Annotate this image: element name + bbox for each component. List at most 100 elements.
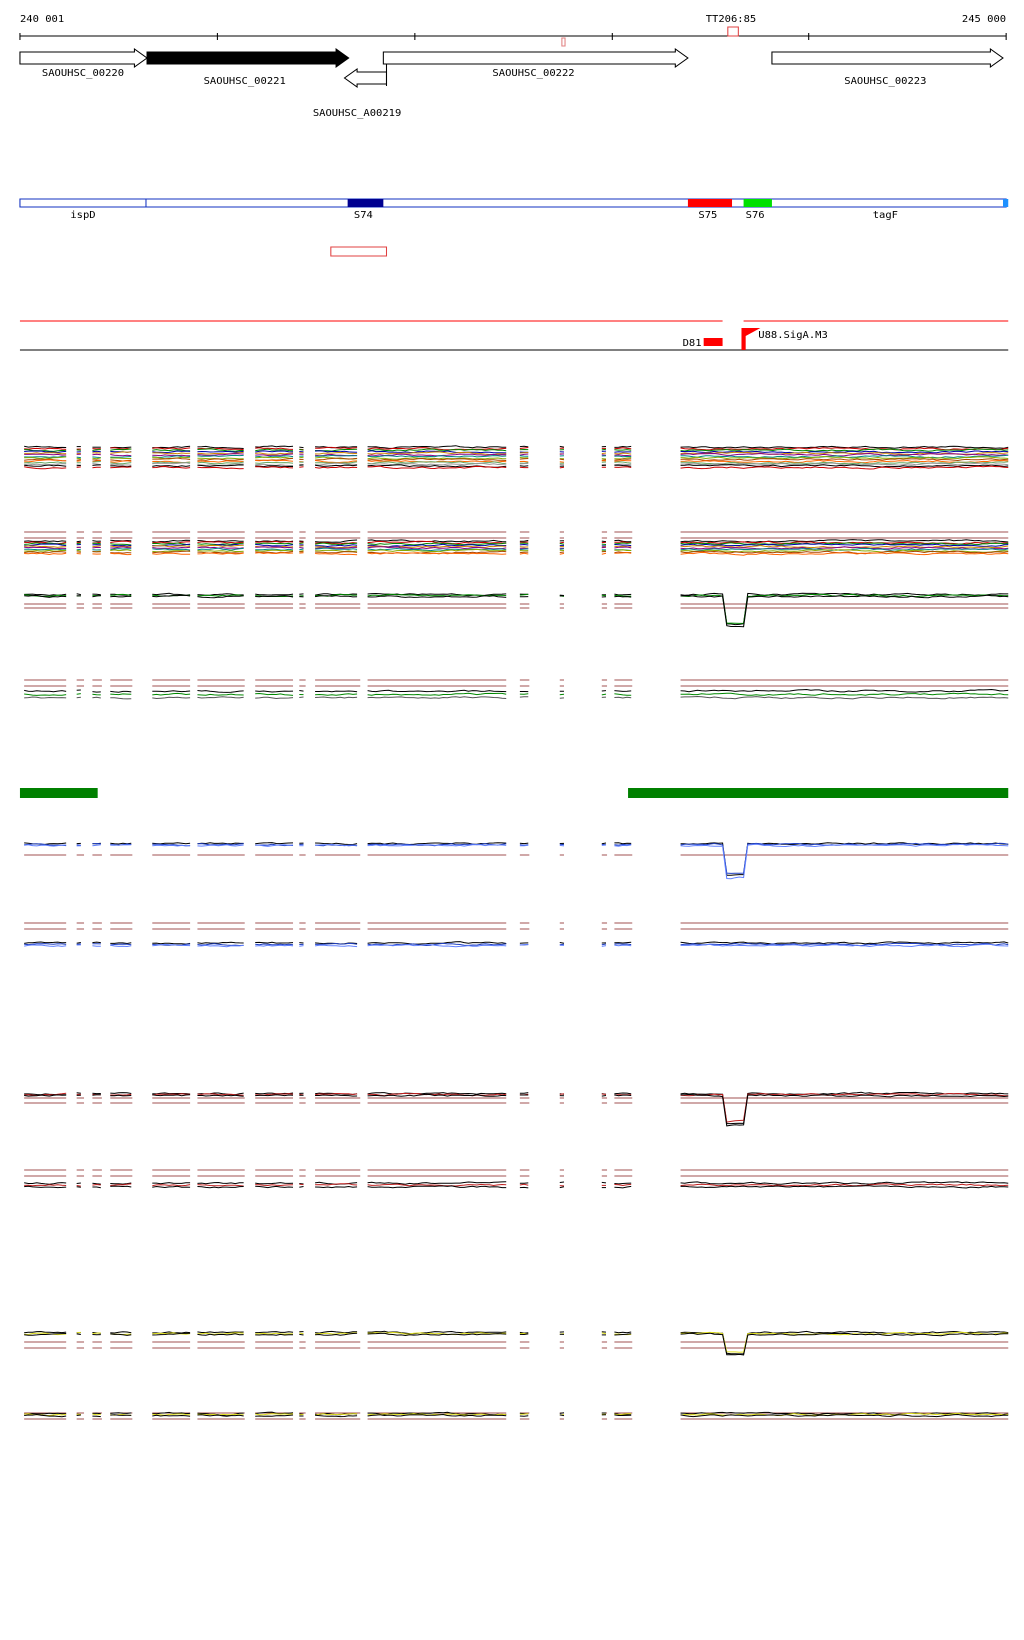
expression-line	[255, 453, 294, 457]
expression-line	[152, 844, 191, 847]
expression-line	[92, 540, 101, 542]
expression-line	[255, 463, 294, 466]
expression-line	[614, 464, 632, 467]
expression-line	[314, 944, 358, 948]
ruler-end: 245 000	[962, 13, 1006, 25]
expression-line	[92, 449, 101, 451]
expression-line	[519, 943, 529, 946]
expression-line	[24, 552, 67, 556]
expression-line	[110, 548, 132, 551]
expression-line	[519, 447, 529, 449]
expression-line	[680, 1092, 1009, 1123]
expression-line	[152, 692, 191, 696]
expression-line	[559, 552, 565, 555]
expression-line	[197, 1331, 244, 1334]
expression-line	[367, 465, 507, 470]
expression-line	[519, 693, 529, 695]
expression-line	[24, 1333, 67, 1336]
expression-line	[152, 1185, 191, 1189]
expression-line	[315, 693, 358, 696]
expression-line	[614, 595, 632, 598]
expression-line	[92, 595, 101, 598]
expression-line	[299, 1183, 304, 1185]
expression-line	[255, 1331, 294, 1334]
expression-line	[255, 445, 294, 448]
expression-line	[197, 445, 244, 449]
expression-line	[92, 696, 101, 699]
expression-line	[152, 943, 191, 947]
expression-line	[559, 1414, 565, 1417]
expression-line	[110, 552, 132, 556]
expression-line	[110, 462, 132, 465]
expression-line	[197, 696, 244, 699]
expression-line	[680, 688, 1009, 693]
expression-line	[76, 696, 81, 699]
expression-line	[315, 446, 358, 450]
expression-line	[76, 549, 81, 552]
expression-line	[614, 1333, 632, 1336]
expression-line	[614, 843, 632, 846]
expression-line	[152, 1093, 191, 1096]
expression-line	[92, 460, 101, 463]
expression-line	[367, 689, 507, 693]
expression-line	[255, 1333, 294, 1336]
expression-line	[519, 462, 529, 465]
expression-line	[614, 445, 632, 448]
expression-line	[367, 1092, 507, 1097]
expression-line	[76, 457, 81, 460]
expression-line	[152, 552, 191, 555]
expression-line	[680, 1183, 1009, 1187]
expression-line	[76, 1186, 81, 1188]
expression-line	[519, 453, 529, 456]
expression-line	[601, 454, 607, 456]
expression-line	[92, 466, 101, 469]
expression-line	[197, 943, 244, 947]
expression-line	[255, 461, 294, 464]
expression-line	[519, 842, 529, 845]
expression-line	[152, 594, 191, 598]
expression-line	[601, 546, 607, 548]
expression-line	[314, 466, 358, 469]
expression-line	[110, 1183, 132, 1186]
expression-line	[559, 1181, 565, 1183]
expression-line	[24, 466, 67, 470]
expression-line	[601, 842, 607, 845]
expression-line	[197, 842, 244, 845]
expression-line	[559, 1093, 565, 1095]
expression-line	[367, 696, 507, 699]
expression-line	[614, 455, 632, 458]
expression-line	[152, 447, 191, 450]
expression-line	[255, 690, 294, 693]
gene-arrow	[343, 68, 388, 88]
expression-line	[315, 549, 358, 553]
expression-line	[197, 461, 244, 465]
expression-line	[680, 692, 1009, 696]
expression-line	[315, 1330, 358, 1334]
expression-line	[76, 1414, 81, 1416]
expression-line	[519, 1331, 529, 1334]
gene-label: SAOUHSC_A00219	[313, 107, 401, 119]
gene-arrow	[771, 48, 1004, 68]
expression-line	[680, 1413, 1009, 1418]
expression-line	[152, 1182, 191, 1185]
expression-line	[255, 542, 294, 545]
gene-label: SAOUHSC_00222	[492, 67, 574, 79]
expression-line	[614, 544, 632, 547]
expression-line	[680, 464, 1009, 468]
expression-line	[601, 452, 607, 455]
expression-line	[110, 463, 132, 466]
expression-line	[367, 1413, 507, 1416]
expression-line	[24, 1412, 67, 1415]
expression-line	[197, 843, 244, 846]
expression-line	[614, 941, 632, 944]
expression-line	[299, 945, 304, 947]
expression-line	[92, 1182, 101, 1185]
expression-line	[614, 461, 632, 464]
expression-line	[614, 1183, 632, 1187]
expression-line	[152, 1413, 191, 1416]
expression-line	[367, 941, 507, 945]
expression-line	[76, 593, 81, 596]
expression-line	[680, 445, 1009, 449]
expression-line	[367, 552, 507, 555]
expression-line	[255, 1413, 294, 1416]
